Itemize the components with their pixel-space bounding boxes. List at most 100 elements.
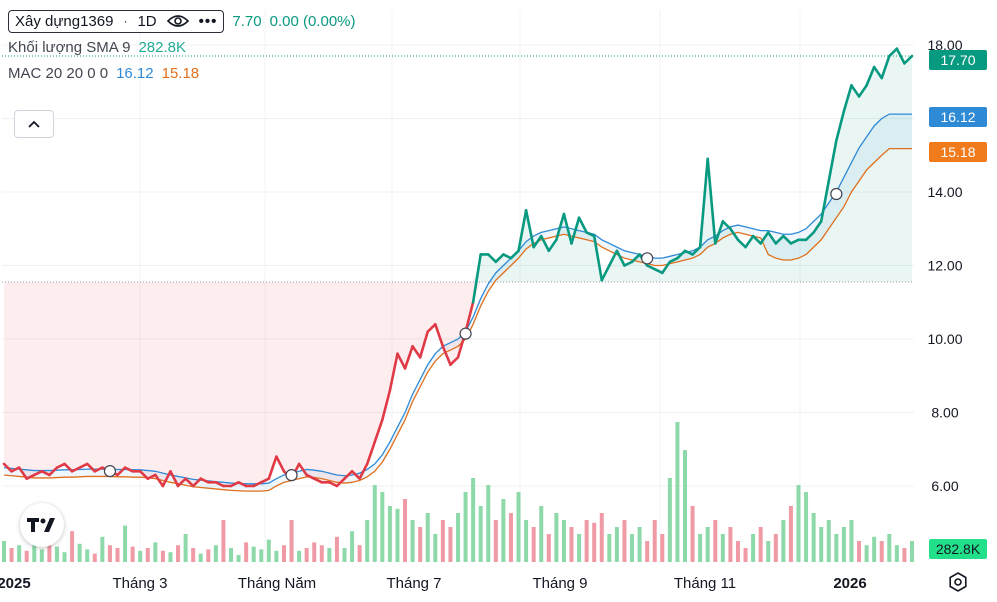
price-segment-10 xyxy=(70,466,81,473)
volume-bar-82 xyxy=(622,520,627,562)
volume-bar-34 xyxy=(259,549,264,562)
price-segment-88 xyxy=(660,260,672,275)
price-segment-94 xyxy=(706,157,717,245)
volume-bar-105 xyxy=(796,485,801,562)
mac-upper-value: 16.12 xyxy=(116,64,154,82)
volume-bar-79 xyxy=(599,513,604,562)
eye-icon[interactable] xyxy=(166,14,189,28)
symbol-box[interactable]: Xây dựng1369 · 1D ••• xyxy=(8,9,225,33)
volume-bar-67 xyxy=(508,513,513,562)
volume-bar-40 xyxy=(304,548,309,562)
x-axis[interactable]: 2025 Tháng 3 Tháng Năm Tháng 7 Tháng 9 Tháng … xyxy=(0,575,867,592)
price-segment-107 xyxy=(804,231,815,242)
x-tick-label-3: Tháng 7 xyxy=(386,575,441,592)
price-segment-112 xyxy=(842,84,853,113)
volume-bar-39 xyxy=(297,550,302,562)
price-segment-27 xyxy=(199,477,210,484)
price-segment-56 xyxy=(418,330,430,359)
volume-bar-47 xyxy=(357,545,362,562)
volume-indicator-label[interactable]: Khối lượng SMA 9 xyxy=(8,38,131,56)
price-segment-49 xyxy=(365,440,377,466)
event-markers[interactable] xyxy=(103,187,843,482)
volume-bar-99 xyxy=(751,534,756,562)
volume-bar-5 xyxy=(39,549,44,562)
volume-bar-118 xyxy=(894,545,899,562)
price-segment-13 xyxy=(93,466,104,473)
mac-indicator-label[interactable]: MAC 20 20 0 0 xyxy=(8,64,109,82)
y-tick-label-5: 6.00 xyxy=(931,478,958,494)
price-segment-80 xyxy=(600,264,611,282)
price-segment-76 xyxy=(570,216,581,245)
volume-bar-18 xyxy=(138,550,143,562)
volume-bar-38 xyxy=(289,520,294,562)
price-segment-3 xyxy=(17,466,29,480)
tradingview-logo[interactable] xyxy=(20,503,64,547)
gear-icon[interactable] xyxy=(947,571,969,593)
price-segment-87 xyxy=(653,267,664,275)
volume-bar-90 xyxy=(683,450,687,562)
price-segment-36 xyxy=(267,455,278,480)
volume-bar-111 xyxy=(841,527,846,562)
price-segment-120 xyxy=(903,54,914,65)
volume-bar-107 xyxy=(811,513,816,562)
price-segment-111 xyxy=(835,109,846,142)
volume-bar-58 xyxy=(440,520,445,562)
volume-bar-35 xyxy=(266,539,271,562)
more-icon[interactable]: ••• xyxy=(198,12,218,30)
mac-lines xyxy=(3,113,912,492)
price-segment-115 xyxy=(865,65,876,87)
volume-bar-88 xyxy=(667,478,672,562)
volume-bar-41 xyxy=(312,542,317,562)
price-segment-113 xyxy=(850,84,861,98)
volume-bar-49 xyxy=(372,485,377,562)
price-segment-71 xyxy=(532,234,543,249)
volume-bar-13 xyxy=(100,536,105,562)
price-segment-83 xyxy=(623,260,634,267)
price-segment-20 xyxy=(146,473,157,480)
price-segment-67 xyxy=(502,253,513,260)
mac-lower-badge: 15.18 xyxy=(929,142,987,162)
volume-bar-120 xyxy=(910,541,914,562)
price-segment-109 xyxy=(819,179,831,223)
x-tick-label-6: 2026 xyxy=(833,575,866,592)
event-marker-2 xyxy=(459,327,472,340)
price-segment-79 xyxy=(592,234,604,282)
price-segment-47 xyxy=(350,469,361,480)
price-segment-90 xyxy=(676,249,687,260)
price-segment-51 xyxy=(381,389,392,422)
price-badge: 17.70 xyxy=(929,50,987,70)
volume-bar-32 xyxy=(244,542,249,562)
volume-bar-95 xyxy=(720,534,725,562)
y-tick-label-0: 18.00 xyxy=(927,37,962,53)
volume-bar-86 xyxy=(652,520,657,562)
volume-bar-53 xyxy=(403,499,408,562)
volume-bar-109 xyxy=(826,520,831,562)
price-segment-68 xyxy=(509,249,520,260)
volume-bar-29 xyxy=(221,520,226,562)
volume-bar-17 xyxy=(130,546,135,562)
collapse-legend-button[interactable] xyxy=(14,110,54,138)
price-segment-100 xyxy=(751,234,762,245)
volume-bar-42 xyxy=(319,545,324,562)
volume-bar-100 xyxy=(758,527,763,562)
price-segment-1 xyxy=(2,462,13,473)
volume-bar-60 xyxy=(456,513,460,562)
price-line xyxy=(2,47,914,488)
y-axis[interactable]: 18.00 14.00 12.00 10.00 8.00 6.00 xyxy=(927,37,962,494)
volume-bar-112 xyxy=(849,520,854,562)
volume-bars xyxy=(2,422,914,562)
price-segment-104 xyxy=(782,234,793,245)
below-baseline-fill xyxy=(4,282,912,486)
price-segment-44 xyxy=(328,481,339,488)
price-segment-69 xyxy=(517,209,528,253)
price-segment-19 xyxy=(138,469,150,480)
y-tick-label-4: 8.00 xyxy=(931,405,958,421)
volume-bar-48 xyxy=(365,520,370,562)
price-segment-63 xyxy=(471,253,483,304)
price-segment-52 xyxy=(388,352,399,392)
volume-bar-85 xyxy=(645,541,650,562)
volume-bar-46 xyxy=(350,531,355,562)
price-segment-11 xyxy=(78,462,89,469)
volume-bar-110 xyxy=(834,534,839,562)
